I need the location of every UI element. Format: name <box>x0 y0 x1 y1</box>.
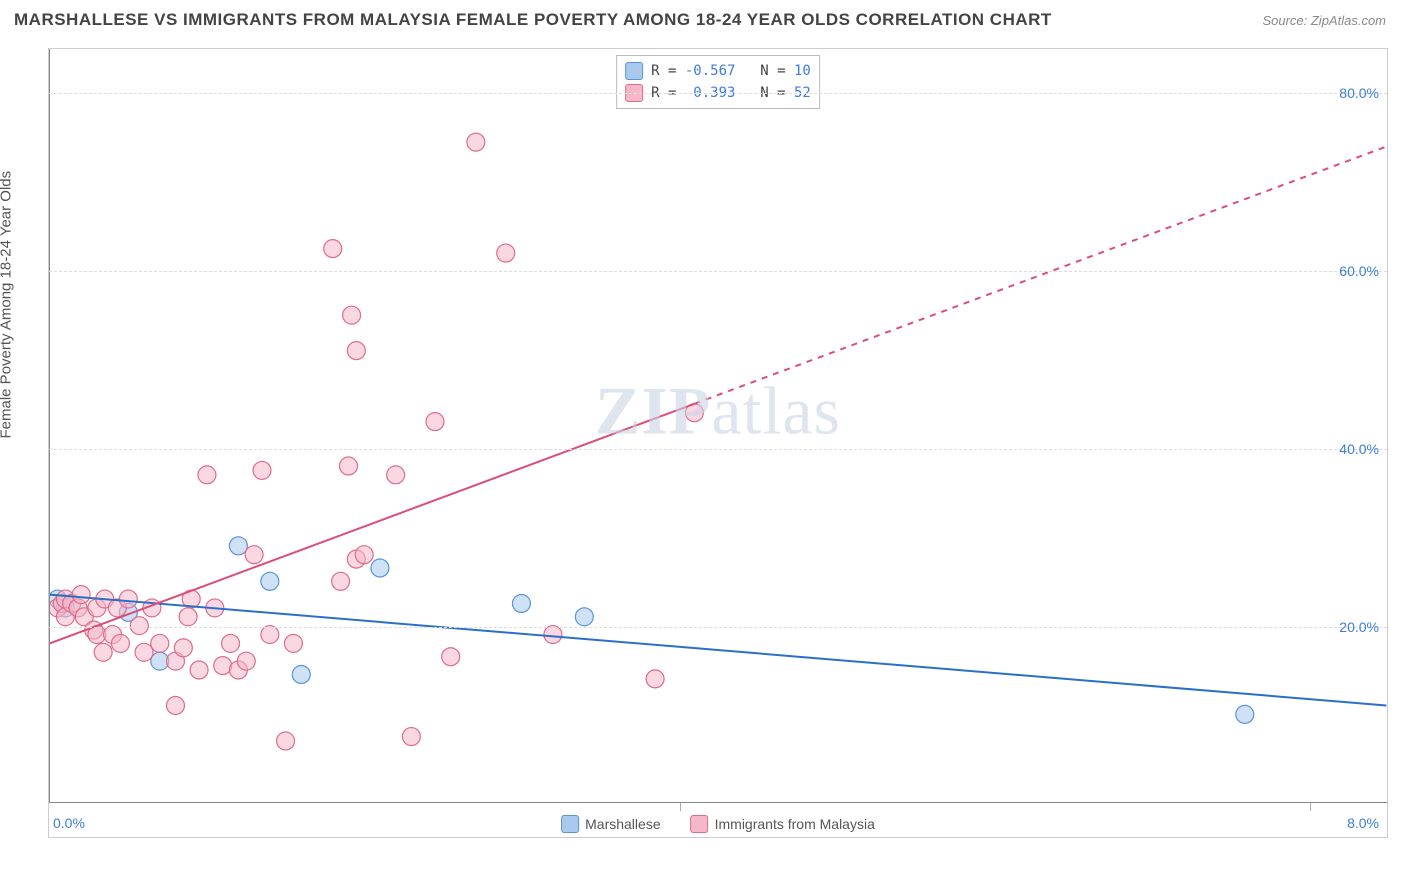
data-point <box>402 728 420 746</box>
data-point <box>387 466 405 484</box>
data-point <box>174 639 192 657</box>
data-point <box>72 586 90 604</box>
x-axis-line <box>49 802 1387 803</box>
data-point <box>339 457 357 475</box>
data-point <box>512 594 530 612</box>
data-point <box>261 626 279 644</box>
data-point <box>253 461 271 479</box>
legend-swatch <box>691 815 709 833</box>
legend-swatch <box>561 815 579 833</box>
data-point <box>426 413 444 431</box>
data-point <box>646 670 664 688</box>
legend-item: Marshallese <box>561 815 660 833</box>
y-tick-label: 20.0% <box>1339 619 1379 635</box>
data-point <box>179 608 197 626</box>
data-point <box>119 590 137 608</box>
data-point <box>467 133 485 151</box>
data-point <box>111 634 129 652</box>
series-legend: Marshallese Immigrants from Malaysia <box>561 815 875 833</box>
data-point <box>198 466 216 484</box>
grid-line <box>49 93 1387 94</box>
grid-line <box>49 271 1387 272</box>
data-point <box>151 634 169 652</box>
source-attribution: Source: ZipAtlas.com <box>1262 13 1386 28</box>
y-tick-label: 40.0% <box>1339 441 1379 457</box>
data-point <box>130 617 148 635</box>
trend-line <box>50 404 695 644</box>
data-point <box>214 657 232 675</box>
data-point <box>245 546 263 564</box>
grid-line <box>49 449 1387 450</box>
data-point <box>1236 705 1254 723</box>
data-point <box>355 546 373 564</box>
y-axis-line <box>49 49 50 803</box>
data-point <box>332 572 350 590</box>
data-point <box>237 652 255 670</box>
scatter-plot-svg <box>49 49 1387 837</box>
data-point <box>284 634 302 652</box>
legend-label: Marshallese <box>585 816 660 832</box>
y-tick-label: 80.0% <box>1339 85 1379 101</box>
trend-line <box>50 595 1387 706</box>
data-point <box>544 626 562 644</box>
chart-plot-area: ZIPatlas R = -0.567 N = 10 R = 0.393 N =… <box>48 48 1388 838</box>
r-stat: R = -0.567 <box>651 63 735 79</box>
data-point <box>292 665 310 683</box>
data-point <box>277 732 295 750</box>
data-point <box>190 661 208 679</box>
data-point <box>347 342 365 360</box>
x-tick-label: 0.0% <box>53 815 85 831</box>
data-point <box>167 697 185 715</box>
data-point <box>222 634 240 652</box>
legend-item: Immigrants from Malaysia <box>691 815 875 833</box>
data-point <box>261 572 279 590</box>
data-point <box>94 643 112 661</box>
data-point <box>229 537 247 555</box>
x-tick <box>680 803 681 811</box>
chart-header: MARSHALLESE VS IMMIGRANTS FROM MALAYSIA … <box>0 0 1406 40</box>
data-point <box>497 244 515 262</box>
legend-swatch <box>625 62 643 80</box>
data-point <box>575 608 593 626</box>
data-point <box>135 643 153 661</box>
data-point <box>371 559 389 577</box>
x-tick-label: 8.0% <box>1347 815 1379 831</box>
data-point <box>442 648 460 666</box>
correlation-legend: R = -0.567 N = 10 R = 0.393 N = 52 <box>616 55 820 109</box>
n-stat: N = 10 <box>743 63 810 79</box>
data-point <box>343 306 361 324</box>
y-axis-label: Female Poverty Among 18-24 Year Olds <box>0 171 15 439</box>
legend-label: Immigrants from Malaysia <box>715 816 875 832</box>
x-tick <box>1310 803 1311 811</box>
chart-title: MARSHALLESE VS IMMIGRANTS FROM MALAYSIA … <box>14 10 1052 30</box>
correlation-legend-row: R = -0.567 N = 10 <box>625 60 811 82</box>
data-point <box>324 240 342 258</box>
trend-line-extrapolated <box>694 147 1386 404</box>
grid-line <box>49 627 1387 628</box>
y-tick-label: 60.0% <box>1339 263 1379 279</box>
